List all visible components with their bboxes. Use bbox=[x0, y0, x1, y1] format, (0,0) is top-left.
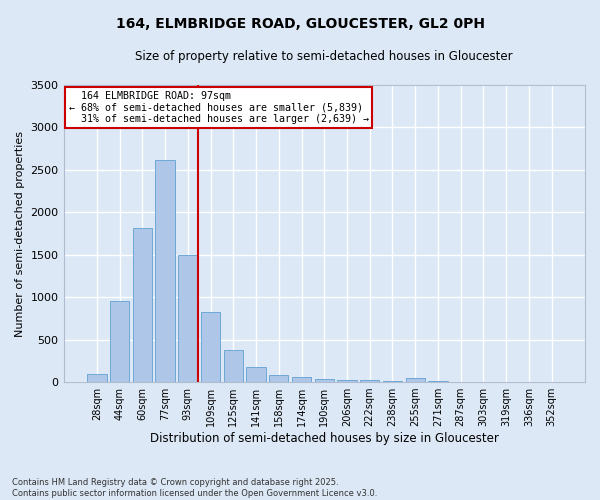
Bar bbox=[269, 375, 289, 382]
Text: 164, ELMBRIDGE ROAD, GLOUCESTER, GL2 0PH: 164, ELMBRIDGE ROAD, GLOUCESTER, GL2 0PH bbox=[115, 18, 485, 32]
Bar bbox=[383, 381, 402, 382]
Y-axis label: Number of semi-detached properties: Number of semi-detached properties bbox=[15, 130, 25, 336]
Title: Size of property relative to semi-detached houses in Gloucester: Size of property relative to semi-detach… bbox=[136, 50, 513, 63]
Bar bbox=[110, 302, 130, 382]
Bar bbox=[360, 380, 379, 382]
Bar bbox=[406, 378, 425, 382]
Bar bbox=[133, 228, 152, 382]
Bar bbox=[87, 374, 107, 382]
Bar bbox=[224, 350, 243, 382]
Text: 164 ELMBRIDGE ROAD: 97sqm
← 68% of semi-detached houses are smaller (5,839)
  31: 164 ELMBRIDGE ROAD: 97sqm ← 68% of semi-… bbox=[69, 91, 369, 124]
Bar bbox=[178, 255, 197, 382]
Bar bbox=[428, 381, 448, 382]
Text: Contains HM Land Registry data © Crown copyright and database right 2025.
Contai: Contains HM Land Registry data © Crown c… bbox=[12, 478, 377, 498]
X-axis label: Distribution of semi-detached houses by size in Gloucester: Distribution of semi-detached houses by … bbox=[150, 432, 499, 445]
Bar bbox=[247, 367, 266, 382]
Bar bbox=[314, 378, 334, 382]
Bar bbox=[292, 377, 311, 382]
Bar bbox=[155, 160, 175, 382]
Bar bbox=[337, 380, 356, 382]
Bar bbox=[201, 312, 220, 382]
